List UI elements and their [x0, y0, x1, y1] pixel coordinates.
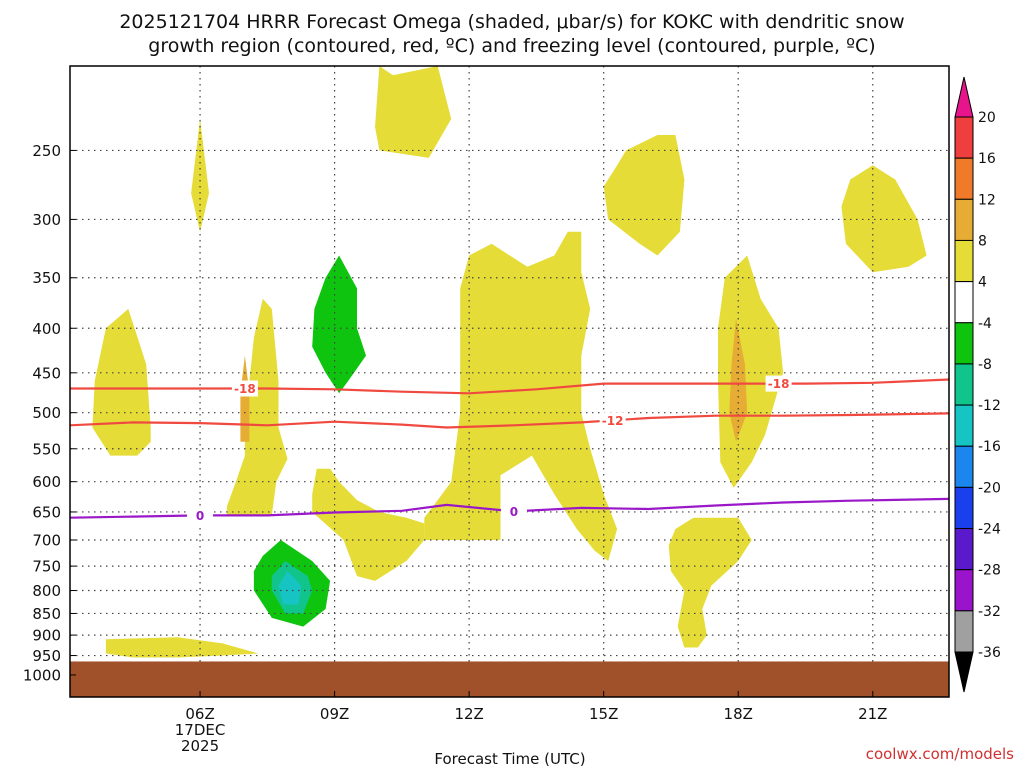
- y-tick-label-10: 750: [32, 558, 61, 576]
- chart-title-line2: growth region (contoured, red, ºC) and f…: [148, 35, 875, 57]
- y-tick-label-6: 550: [32, 440, 61, 458]
- colorbar-segment-3: [954, 239, 974, 283]
- colorbar-label-8: -16: [978, 439, 1001, 455]
- contour-label-freezing_level-0: 0: [196, 509, 204, 523]
- y-axis: 250 300 350 400 450 500 550 600 650 700 750 800 850 9…: [23, 142, 76, 684]
- colorbar-top-arrow: [954, 76, 974, 118]
- colorbar-label-10: -24: [978, 522, 1001, 538]
- omega-region-2: [227, 298, 288, 515]
- colorbar-label-2: 12: [978, 192, 996, 208]
- y-tick-label-12: 850: [32, 605, 61, 623]
- x-tick-label-0-0: 06Z: [185, 705, 214, 723]
- omega-region-8: [603, 135, 685, 256]
- omega-region-4: [105, 637, 259, 658]
- omega-region-6: [375, 66, 452, 158]
- colorbar-label-11: -28: [978, 563, 1001, 579]
- chart-title-line1: 2025121704 HRRR Forecast Omega (shaded, …: [119, 11, 904, 33]
- contour-label-bg-freezing_level-0: [187, 507, 214, 524]
- omega-region-5: [312, 468, 425, 581]
- x-tick-label-1-0: 09Z: [320, 705, 349, 723]
- x-tick-label-0-2: 2025: [181, 737, 219, 755]
- colorbar-segment-11: [954, 569, 974, 612]
- omega-region-12: [841, 165, 927, 273]
- contour-label-freezing_level-1: 0: [510, 505, 518, 519]
- contour-label-dgz_-18-0: -18: [234, 382, 256, 396]
- colorbar-bottom-arrow: [954, 651, 974, 693]
- colorbar-label-3: 8: [978, 233, 987, 249]
- omega-region-10: [729, 318, 748, 442]
- omega-region-7: [424, 231, 618, 562]
- y-tick-label-1: 300: [32, 211, 61, 229]
- contour-label-dgz_-12-0: -12: [602, 414, 624, 428]
- plot-frame: [69, 65, 950, 698]
- colorbar-segment-6: [954, 363, 974, 406]
- contour-dgz_-18: [70, 378, 950, 395]
- contour-label-bg-dgz_-12-0: [599, 412, 626, 429]
- contour-label-bg-dgz_-18-1: [765, 375, 792, 392]
- omega-region-0: [92, 308, 151, 456]
- colorbar: 20 16 12 8 4 -4 -8 -12 -16 -20 -24 -28 -32 -36: [954, 76, 1001, 693]
- colorbar-segment-9: [954, 486, 974, 530]
- colorbar-segment-5: [954, 322, 974, 365]
- y-tick-label-4: 450: [32, 364, 61, 382]
- colorbar-segment-8: [954, 445, 974, 488]
- colorbar-label-7: -12: [978, 398, 1001, 414]
- colorbar-segment-12: [954, 610, 974, 653]
- colorbar-label-1: 16: [978, 151, 996, 167]
- y-tick-label-0: 250: [32, 142, 61, 160]
- x-tick-label-2-0: 12Z: [454, 705, 483, 723]
- x-tick-label-3-0: 15Z: [589, 705, 618, 723]
- colorbar-segment-0: [954, 116, 974, 159]
- colorbar-segment-4: [954, 281, 974, 324]
- colorbar-label-9: -20: [978, 480, 1001, 496]
- colorbar-label-12: -32: [978, 604, 1001, 620]
- x-tick-label-5-0: 21Z: [858, 705, 887, 723]
- colorbar-label-4: 4: [978, 275, 987, 291]
- y-tick-label-5: 500: [32, 404, 61, 422]
- contour-label-bg-dgz_-18-0: [231, 380, 258, 397]
- x-axis-label: Forecast Time (UTC): [434, 750, 585, 768]
- colorbar-segment-10: [954, 528, 974, 571]
- colorbar-label-0: 20: [978, 110, 996, 126]
- y-tick-label-3: 400: [32, 320, 61, 338]
- colorbar-segment-2: [954, 198, 974, 241]
- contours: -18 -18 -12 0 0: [69, 375, 950, 524]
- credit-text[interactable]: coolwx.com/models: [866, 745, 1014, 763]
- x-tick-label-4-0: 18Z: [724, 705, 753, 723]
- colorbar-segment-7: [954, 404, 974, 447]
- omega-region-11: [668, 517, 752, 648]
- omega-region-9: [718, 255, 784, 488]
- omega-region-13: [312, 255, 366, 394]
- omega-shading: [92, 66, 927, 658]
- y-tick-label-2: 350: [32, 269, 61, 287]
- contour-dgz_-12: [69, 412, 950, 429]
- plot-area: -18 -18 -12 0 0: [69, 65, 950, 698]
- contour-label-bg-freezing_level-1: [500, 503, 527, 520]
- ground-surface: [70, 661, 949, 697]
- x-tick-label-0-1: 17DEC: [175, 721, 226, 739]
- y-tick-label-7: 600: [32, 473, 61, 491]
- y-tick-label-11: 800: [32, 582, 61, 600]
- y-tick-label-8: 650: [32, 503, 61, 521]
- colorbar-label-13: -36: [978, 645, 1001, 661]
- y-tick-label-15: 1000: [23, 666, 61, 684]
- omega-region-16: [278, 571, 301, 605]
- y-tick-label-14: 950: [32, 647, 61, 665]
- colorbar-segment-1: [954, 157, 974, 200]
- omega-region-3: [240, 355, 250, 442]
- y-tick-label-9: 700: [32, 532, 61, 550]
- colorbar-label-6: -8: [978, 357, 992, 373]
- contour-label-dgz_-18-1: -18: [768, 377, 790, 391]
- colorbar-label-5: -4: [978, 316, 992, 332]
- y-tick-label-13: 900: [32, 627, 61, 645]
